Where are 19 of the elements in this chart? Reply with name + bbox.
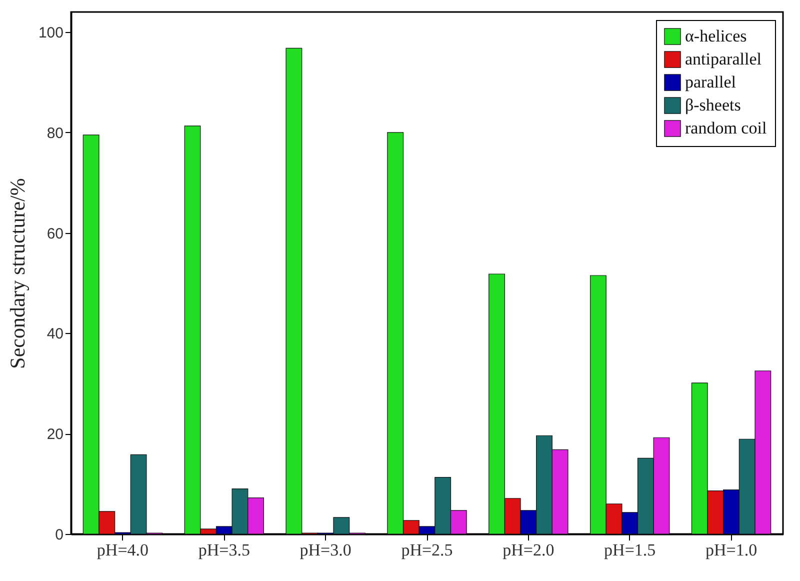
y-tick-label: 0: [55, 526, 64, 544]
legend-label: β-sheets: [685, 96, 741, 114]
legend-label: random coil: [685, 118, 767, 138]
legend-label: α-helices: [685, 26, 747, 46]
x-tick-label: pH=1.5: [604, 540, 656, 560]
x-tick-label: pH=4.0: [96, 540, 149, 560]
x-tick-label: pH=2.5: [401, 540, 453, 560]
x-tick-label: pH=3.5: [198, 540, 250, 560]
y-tick-label: 40: [46, 326, 64, 343]
legend-label: antiparallel: [685, 50, 762, 68]
x-tick-label: pH=3.0: [300, 540, 352, 560]
y-tick-label: 60: [46, 225, 64, 242]
y-tick-label: 20: [46, 426, 64, 444]
legend-label: parallel: [685, 72, 736, 92]
y-axis-title: Secondary structure/%: [5, 178, 30, 369]
x-tick-label: pH=1.0: [705, 540, 758, 560]
y-tick-label: 80: [46, 124, 64, 142]
y-tick-label: 100: [38, 24, 64, 42]
x-tick-label: pH=2.0: [502, 540, 554, 560]
